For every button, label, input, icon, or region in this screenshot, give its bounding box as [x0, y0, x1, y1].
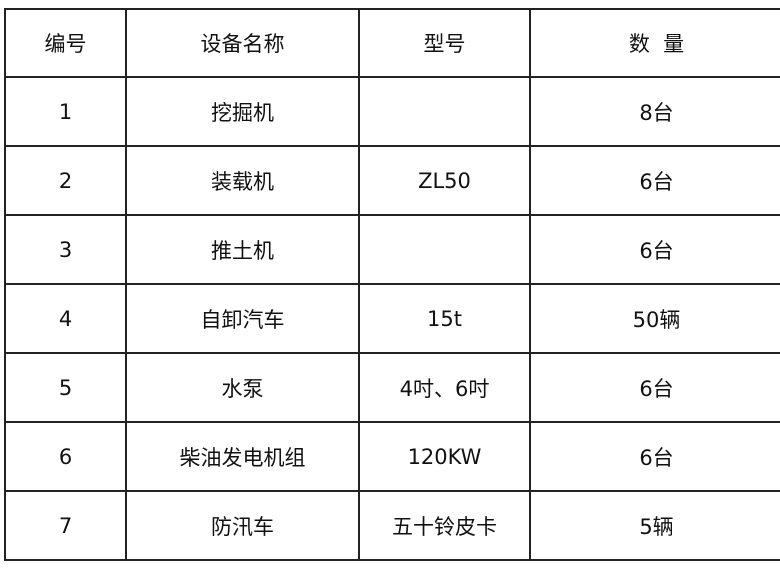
- cell-number: 3: [4, 214, 127, 285]
- cell-number: 1: [4, 76, 127, 147]
- cell-quantity: 6台: [529, 214, 780, 285]
- cell-equipment-name: 水泵: [125, 352, 360, 423]
- table-row: 5 水泵 4吋、6吋 6台: [4, 352, 780, 423]
- cell-number: 6: [4, 421, 127, 492]
- table-row: 2 装载机 ZL50 6台: [4, 145, 780, 216]
- cell-equipment-name: 推土机: [125, 214, 360, 285]
- cell-equipment-name: 防汛车: [125, 490, 360, 561]
- table-row: 4 自卸汽车 15t 50辆: [4, 283, 780, 354]
- cell-model: [358, 214, 531, 285]
- cell-quantity: 6台: [529, 352, 780, 423]
- cell-quantity: 50辆: [529, 283, 780, 354]
- header-model: 型号: [358, 8, 531, 78]
- cell-model: 15t: [358, 283, 531, 354]
- equipment-table: 编号 设备名称 型号 数 量 1 挖掘机 8台 2 装载机 ZL50 6台 3 推土机 6台 4 自卸…: [4, 8, 780, 561]
- cell-model: 4吋、6吋: [358, 352, 531, 423]
- cell-model: 五十铃皮卡: [358, 490, 531, 561]
- header-number: 编号: [4, 8, 127, 78]
- cell-number: 7: [4, 490, 127, 561]
- cell-number: 4: [4, 283, 127, 354]
- cell-number: 2: [4, 145, 127, 216]
- header-equipment-name: 设备名称: [125, 8, 360, 78]
- table-body: 编号 设备名称 型号 数 量 1 挖掘机 8台 2 装载机 ZL50 6台 3 推土机 6台 4 自卸…: [4, 8, 780, 561]
- cell-equipment-name: 柴油发电机组: [125, 421, 360, 492]
- cell-quantity: 6台: [529, 145, 780, 216]
- table-row: 3 推土机 6台: [4, 214, 780, 285]
- cell-model: 120KW: [358, 421, 531, 492]
- cell-equipment-name: 装载机: [125, 145, 360, 216]
- header-row: 编号 设备名称 型号 数 量: [4, 8, 780, 78]
- cell-quantity: 8台: [529, 76, 780, 147]
- cell-quantity: 5辆: [529, 490, 780, 561]
- table-row: 1 挖掘机 8台: [4, 76, 780, 147]
- table-row: 6 柴油发电机组 120KW 6台: [4, 421, 780, 492]
- table-row: 7 防汛车 五十铃皮卡 5辆: [4, 490, 780, 561]
- cell-number: 5: [4, 352, 127, 423]
- header-quantity: 数 量: [529, 8, 780, 78]
- cell-equipment-name: 自卸汽车: [125, 283, 360, 354]
- cell-model: ZL50: [358, 145, 531, 216]
- cell-quantity: 6台: [529, 421, 780, 492]
- cell-model: [358, 76, 531, 147]
- cell-equipment-name: 挖掘机: [125, 76, 360, 147]
